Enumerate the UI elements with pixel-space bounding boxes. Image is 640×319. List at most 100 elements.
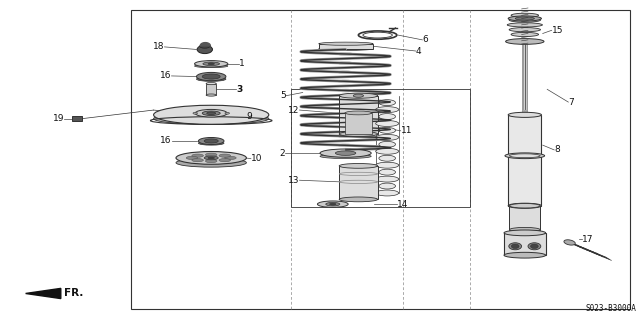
Ellipse shape: [206, 83, 216, 85]
Text: FR.: FR.: [64, 288, 83, 299]
Ellipse shape: [192, 154, 204, 157]
Text: 15: 15: [552, 26, 563, 35]
Ellipse shape: [206, 94, 216, 96]
Ellipse shape: [379, 100, 396, 106]
Ellipse shape: [176, 152, 246, 164]
Ellipse shape: [202, 111, 220, 115]
Ellipse shape: [511, 244, 519, 249]
Ellipse shape: [197, 45, 212, 54]
Ellipse shape: [330, 203, 336, 205]
Ellipse shape: [204, 156, 218, 160]
Ellipse shape: [379, 128, 396, 133]
Ellipse shape: [320, 149, 371, 157]
Ellipse shape: [509, 243, 522, 250]
Ellipse shape: [207, 112, 216, 115]
Bar: [206, 84, 216, 95]
Ellipse shape: [208, 157, 214, 159]
Text: 7: 7: [568, 98, 574, 107]
Text: S023-B3000A: S023-B3000A: [586, 304, 637, 313]
Text: 2: 2: [279, 149, 285, 158]
Text: 19: 19: [52, 114, 64, 123]
Ellipse shape: [208, 63, 214, 65]
Ellipse shape: [339, 163, 378, 168]
Ellipse shape: [317, 201, 348, 207]
Ellipse shape: [319, 47, 373, 50]
Text: 17: 17: [582, 235, 594, 244]
Ellipse shape: [225, 112, 230, 114]
Ellipse shape: [195, 64, 228, 68]
Ellipse shape: [379, 141, 396, 147]
Ellipse shape: [363, 32, 392, 38]
Ellipse shape: [507, 23, 543, 27]
Bar: [509, 206, 540, 230]
Ellipse shape: [204, 139, 218, 143]
Ellipse shape: [379, 155, 396, 161]
Text: 16: 16: [160, 71, 172, 80]
Ellipse shape: [339, 93, 378, 98]
Ellipse shape: [564, 240, 575, 245]
Bar: [291, 89, 470, 207]
Ellipse shape: [335, 151, 356, 155]
Ellipse shape: [154, 113, 269, 124]
Ellipse shape: [509, 204, 540, 208]
Ellipse shape: [504, 230, 545, 236]
Ellipse shape: [225, 156, 236, 160]
Ellipse shape: [379, 169, 396, 175]
Bar: [508, 115, 541, 206]
Ellipse shape: [320, 154, 371, 159]
Ellipse shape: [200, 44, 210, 48]
Text: 5: 5: [280, 91, 286, 100]
Ellipse shape: [376, 134, 399, 140]
Ellipse shape: [219, 154, 230, 157]
Ellipse shape: [509, 18, 540, 22]
Ellipse shape: [515, 17, 534, 20]
Bar: [339, 166, 378, 199]
Ellipse shape: [203, 62, 220, 66]
Ellipse shape: [376, 176, 399, 182]
Ellipse shape: [193, 112, 197, 114]
Ellipse shape: [353, 94, 364, 97]
Ellipse shape: [176, 158, 246, 167]
Ellipse shape: [511, 13, 538, 18]
Ellipse shape: [345, 111, 372, 115]
Ellipse shape: [198, 137, 224, 145]
Text: 12: 12: [288, 106, 300, 115]
Ellipse shape: [376, 190, 399, 196]
Ellipse shape: [509, 227, 540, 232]
Text: 11: 11: [401, 126, 412, 135]
Ellipse shape: [376, 121, 399, 126]
Ellipse shape: [379, 114, 396, 120]
Ellipse shape: [219, 159, 230, 162]
Polygon shape: [26, 288, 61, 299]
Ellipse shape: [376, 148, 399, 154]
Ellipse shape: [508, 112, 541, 117]
Ellipse shape: [509, 154, 540, 158]
Text: 14: 14: [397, 200, 408, 209]
Ellipse shape: [504, 252, 545, 258]
Ellipse shape: [531, 244, 538, 249]
Ellipse shape: [196, 72, 226, 81]
Ellipse shape: [508, 203, 541, 208]
Ellipse shape: [195, 109, 227, 117]
Text: 6: 6: [422, 35, 428, 44]
Ellipse shape: [196, 77, 226, 81]
Ellipse shape: [508, 16, 541, 21]
Ellipse shape: [376, 162, 399, 168]
Text: 18: 18: [153, 42, 164, 51]
Ellipse shape: [198, 141, 224, 145]
Bar: [339, 96, 378, 134]
Bar: [345, 113, 372, 134]
Ellipse shape: [202, 74, 220, 79]
Ellipse shape: [186, 156, 198, 160]
Text: 13: 13: [288, 176, 300, 185]
Ellipse shape: [509, 27, 540, 32]
Bar: [131, 10, 630, 309]
Ellipse shape: [339, 131, 378, 137]
Bar: [72, 116, 82, 121]
Text: 3: 3: [236, 85, 243, 94]
Text: 10: 10: [251, 154, 262, 163]
Ellipse shape: [511, 32, 538, 37]
Text: 4: 4: [416, 47, 422, 56]
Ellipse shape: [379, 183, 396, 189]
Ellipse shape: [339, 197, 378, 202]
